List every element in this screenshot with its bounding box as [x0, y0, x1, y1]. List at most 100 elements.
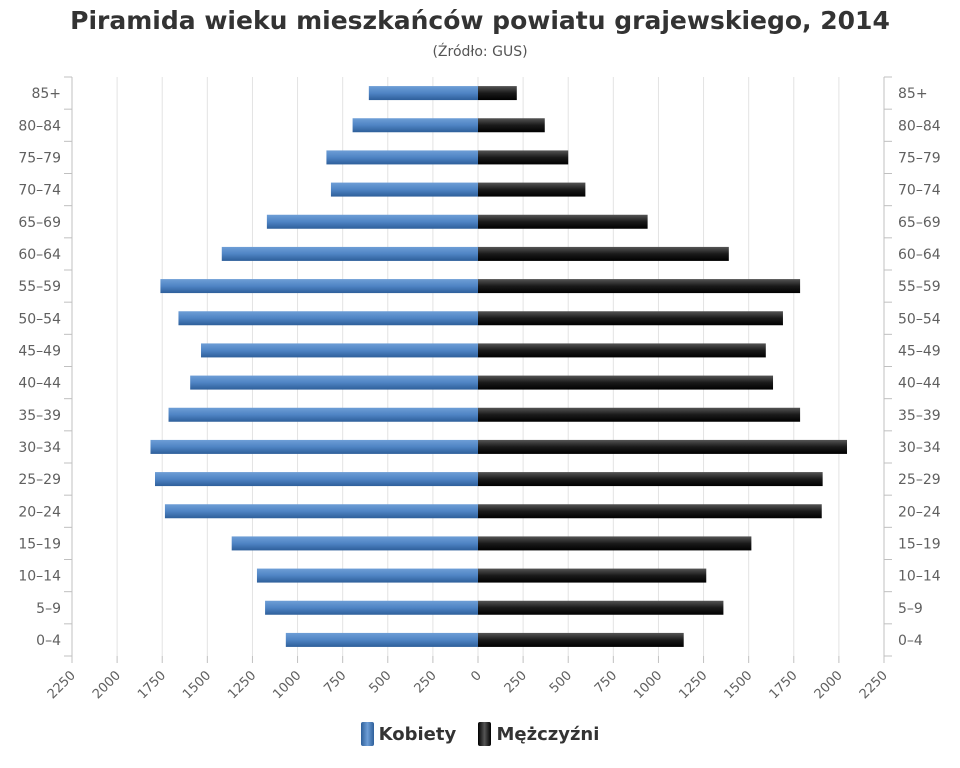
y-label-right-3: 70–74 — [898, 183, 941, 199]
bar-series-0-8[interactable] — [201, 343, 479, 358]
bar-series-1-15[interactable] — [478, 568, 707, 583]
bar-series-0-9[interactable] — [190, 375, 479, 390]
x-tick-label-5: 1000 — [270, 668, 304, 702]
chart-title: Piramida wieku mieszkańców powiatu graje… — [70, 6, 890, 35]
bar-series-1-5[interactable] — [478, 246, 729, 261]
bar-series-1-8[interactable] — [478, 343, 766, 358]
y-label-left-10: 35–39 — [18, 408, 61, 424]
bar-series-1-3[interactable] — [478, 182, 586, 197]
y-label-right-9: 40–44 — [898, 376, 941, 392]
bar-series-0-11[interactable] — [150, 439, 478, 454]
x-tick-label-16: 1750 — [767, 668, 801, 702]
x-tick-label-9: 0 — [468, 668, 484, 684]
y-label-left-5: 60–64 — [18, 247, 61, 263]
bar-series-1-6[interactable] — [478, 279, 801, 294]
y-label-left-16: 5–9 — [36, 601, 61, 617]
x-tick-label-4: 1250 — [225, 668, 259, 702]
y-label-right-8: 45–49 — [898, 343, 941, 359]
bar-series-0-0[interactable] — [368, 86, 478, 101]
bar-series-1-11[interactable] — [478, 439, 848, 454]
y-label-left-13: 20–24 — [18, 504, 61, 520]
bar-series-1-7[interactable] — [478, 311, 783, 326]
y-label-right-2: 75–79 — [898, 150, 941, 166]
y-label-left-12: 25–29 — [18, 472, 61, 488]
y-label-right-10: 35–39 — [898, 408, 941, 424]
x-tick-label-10: 250 — [502, 668, 530, 696]
y-label-right-1: 80–84 — [898, 118, 941, 134]
legend-label-series-0: Kobiety — [378, 723, 457, 745]
x-tick-label-14: 1250 — [676, 668, 710, 702]
x-tick-label-7: 500 — [366, 668, 394, 696]
y-label-right-6: 55–59 — [898, 279, 941, 295]
x-tick-label-3: 1500 — [180, 668, 214, 702]
y-label-left-11: 30–34 — [18, 440, 61, 456]
x-tick-label-2: 1750 — [135, 668, 169, 702]
bar-series-0-1[interactable] — [352, 118, 478, 133]
legend: Kobiety Mężczyźni — [0, 722, 960, 751]
bar-series-0-7[interactable] — [178, 311, 478, 326]
y-label-left-8: 45–49 — [18, 343, 61, 359]
bar-series-0-12[interactable] — [155, 472, 478, 487]
bar-series-0-16[interactable] — [265, 600, 478, 615]
y-label-right-14: 15–19 — [898, 536, 941, 552]
bar-series-0-10[interactable] — [168, 407, 478, 422]
y-label-left-3: 70–74 — [18, 183, 61, 199]
bar-series-0-17[interactable] — [285, 632, 478, 647]
y-label-left-14: 15–19 — [18, 536, 61, 552]
x-tick-label-13: 1000 — [631, 668, 665, 702]
bar-series-0-6[interactable] — [160, 279, 478, 294]
legend-swatch-series-1 — [478, 722, 492, 746]
bars — [150, 86, 848, 647]
legend-item-series-0[interactable]: Kobiety — [360, 722, 457, 746]
y-label-right-7: 50–54 — [898, 311, 941, 327]
y-label-left-9: 40–44 — [18, 376, 61, 392]
y-label-right-11: 30–34 — [898, 440, 941, 456]
bar-series-0-15[interactable] — [256, 568, 478, 583]
x-tick-label-12: 750 — [592, 668, 620, 696]
chart-subtitle: (Źródło: GUS) — [432, 44, 528, 60]
x-tick-label-6: 750 — [321, 668, 349, 696]
y-label-right-12: 25–29 — [898, 472, 941, 488]
x-tick-label-17: 2000 — [812, 668, 846, 702]
x-tick-label-1: 2000 — [90, 668, 124, 702]
bar-series-1-9[interactable] — [478, 375, 774, 390]
y-label-right-4: 65–69 — [898, 215, 941, 231]
bar-series-0-4[interactable] — [266, 214, 478, 229]
y-label-right-0: 85+ — [898, 86, 928, 102]
y-label-left-0: 85+ — [31, 86, 61, 102]
y-label-left-7: 50–54 — [18, 311, 61, 327]
bar-series-0-3[interactable] — [330, 182, 478, 197]
legend-item-series-1[interactable]: Mężczyźni — [478, 722, 599, 746]
bar-series-0-5[interactable] — [221, 246, 478, 261]
bar-series-1-2[interactable] — [478, 150, 569, 165]
bar-series-1-4[interactable] — [478, 214, 648, 229]
y-label-right-5: 60–64 — [898, 247, 941, 263]
bar-series-0-2[interactable] — [326, 150, 478, 165]
y-label-right-16: 5–9 — [898, 601, 923, 617]
bar-series-1-17[interactable] — [478, 632, 684, 647]
bar-series-0-13[interactable] — [164, 504, 478, 519]
legend-swatch-series-0 — [360, 722, 374, 746]
bar-series-1-12[interactable] — [478, 472, 823, 487]
x-tick-label-18: 2250 — [857, 668, 891, 702]
bar-series-1-1[interactable] — [478, 118, 545, 133]
x-tick-label-11: 500 — [547, 668, 575, 696]
bar-series-0-14[interactable] — [231, 536, 478, 551]
y-label-left-4: 65–69 — [18, 215, 61, 231]
bar-series-1-14[interactable] — [478, 536, 752, 551]
bar-series-1-16[interactable] — [478, 600, 724, 615]
y-label-left-17: 0–4 — [36, 633, 61, 649]
x-tick-label-0: 2250 — [45, 668, 79, 702]
bar-series-1-0[interactable] — [478, 86, 517, 101]
y-label-left-15: 10–14 — [18, 569, 61, 585]
y-label-left-1: 80–84 — [18, 118, 61, 134]
bar-series-1-10[interactable] — [478, 407, 801, 422]
y-label-right-13: 20–24 — [898, 504, 941, 520]
bar-series-1-13[interactable] — [478, 504, 822, 519]
x-tick-label-8: 250 — [412, 668, 440, 696]
y-label-right-15: 10–14 — [898, 569, 941, 585]
y-label-right-17: 0–4 — [898, 633, 923, 649]
x-tick-label-15: 1500 — [721, 668, 755, 702]
